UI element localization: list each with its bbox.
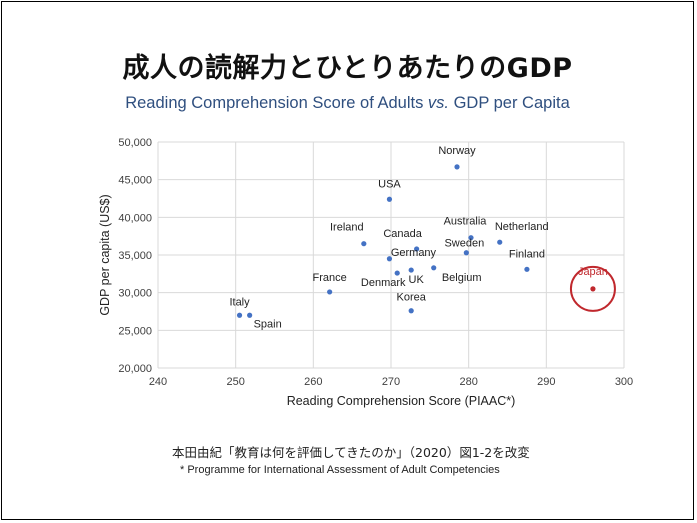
point-label: Australia bbox=[444, 216, 488, 228]
point-marker bbox=[524, 266, 530, 272]
point-marker bbox=[408, 267, 414, 273]
data-point-canada: Canada bbox=[383, 228, 423, 252]
grid bbox=[157, 141, 625, 369]
data-point-finland: Finland bbox=[509, 248, 545, 272]
point-label: USA bbox=[378, 178, 401, 190]
data-point-belgium: Belgium bbox=[431, 265, 482, 284]
point-label: Korea bbox=[397, 292, 427, 304]
point-label: France bbox=[313, 272, 347, 284]
point-label: Ireland bbox=[330, 222, 364, 234]
y-tick-label: 45,000 bbox=[118, 175, 152, 187]
footnote: * Programme for International Assessment… bbox=[180, 464, 500, 476]
point-label: Finland bbox=[509, 248, 545, 260]
y-tick-labels: 20,000 25,000 30,000 35,000 40,000 45,000 50,0… bbox=[118, 137, 152, 375]
data-point-uk: UK bbox=[408, 267, 425, 286]
point-label: Canada bbox=[383, 228, 422, 240]
point-label: UK bbox=[409, 274, 425, 286]
point-marker bbox=[386, 196, 393, 202]
x-tick-label: 300 bbox=[615, 376, 633, 388]
x-tick-label: 250 bbox=[226, 376, 244, 388]
data-point-ireland: Ireland bbox=[330, 222, 367, 247]
page-subtitle: Reading Comprehension Score of Adults vs… bbox=[2, 94, 693, 113]
point-marker bbox=[408, 308, 414, 314]
y-tick-label: 30,000 bbox=[118, 288, 152, 300]
subtitle-part1: Reading Comprehension Score of Adults bbox=[125, 94, 428, 112]
y-tick-label: 35,000 bbox=[118, 250, 152, 262]
x-tick-labels: 240 250 260 270 280 290 300 bbox=[149, 376, 633, 388]
point-marker bbox=[247, 312, 253, 318]
y-tick-label: 20,000 bbox=[118, 363, 152, 375]
data-points: Norway USA Australia Ireland Canada Netherlan… bbox=[229, 145, 616, 330]
y-tick-label: 40,000 bbox=[118, 212, 152, 224]
y-tick-label: 50,000 bbox=[118, 137, 152, 149]
data-point-denmark: Denmark bbox=[361, 270, 406, 289]
point-marker bbox=[463, 250, 469, 256]
data-point-sweden: Sweden bbox=[444, 238, 484, 256]
x-tick-label: 270 bbox=[382, 376, 400, 388]
point-marker bbox=[327, 289, 333, 295]
x-tick-label: 280 bbox=[459, 376, 477, 388]
point-label: Spain bbox=[254, 318, 282, 330]
data-point-korea: Korea bbox=[397, 292, 427, 314]
y-axis-label: GDP per capita (US$) bbox=[98, 194, 112, 315]
point-label: Norway bbox=[438, 145, 476, 157]
data-point-usa: USA bbox=[378, 178, 401, 202]
data-point-netherland: Netherland bbox=[495, 221, 549, 245]
data-point-spain: Spain bbox=[247, 312, 282, 330]
x-tick-label: 290 bbox=[537, 376, 555, 388]
point-marker bbox=[497, 239, 503, 245]
x-tick-label: 260 bbox=[304, 376, 322, 388]
source-note: 本田由紀「教育は何を評価してきたのか」（2020）図1-2を改変 bbox=[172, 445, 530, 460]
data-point-japan: Japan bbox=[569, 265, 616, 312]
point-marker bbox=[414, 246, 420, 252]
y-tick-label: 25,000 bbox=[118, 325, 152, 337]
point-marker bbox=[236, 312, 243, 318]
subtitle-part2: vs. bbox=[427, 94, 449, 112]
point-label: Denmark bbox=[361, 277, 406, 289]
data-point-germany: Germany bbox=[386, 247, 437, 262]
data-point-france: France bbox=[313, 272, 347, 295]
point-marker bbox=[361, 241, 367, 247]
x-tick-label: 240 bbox=[149, 376, 167, 388]
point-marker bbox=[431, 265, 437, 271]
highlight-circle bbox=[569, 265, 616, 312]
x-axis-label: Reading Comprehension Score (PIAAC*) bbox=[287, 394, 516, 408]
point-marker bbox=[590, 286, 596, 292]
point-marker bbox=[394, 270, 400, 276]
point-label: Sweden bbox=[444, 238, 484, 250]
data-point-australia: Australia bbox=[444, 216, 488, 241]
data-point-norway: Norway bbox=[438, 145, 476, 170]
point-label: Italy bbox=[229, 296, 250, 308]
subtitle-part3: GDP per Capita bbox=[449, 94, 570, 112]
point-marker bbox=[468, 235, 474, 241]
point-label: Germany bbox=[391, 247, 437, 259]
point-label: Netherland bbox=[495, 221, 549, 233]
point-label: Belgium bbox=[442, 272, 482, 284]
point-label: Japan bbox=[578, 266, 608, 278]
point-marker bbox=[454, 164, 460, 170]
data-point-italy: Italy bbox=[229, 296, 250, 318]
page-title: 成人の読解力とひとりあたりのGDP bbox=[122, 53, 573, 84]
point-marker bbox=[386, 256, 393, 262]
